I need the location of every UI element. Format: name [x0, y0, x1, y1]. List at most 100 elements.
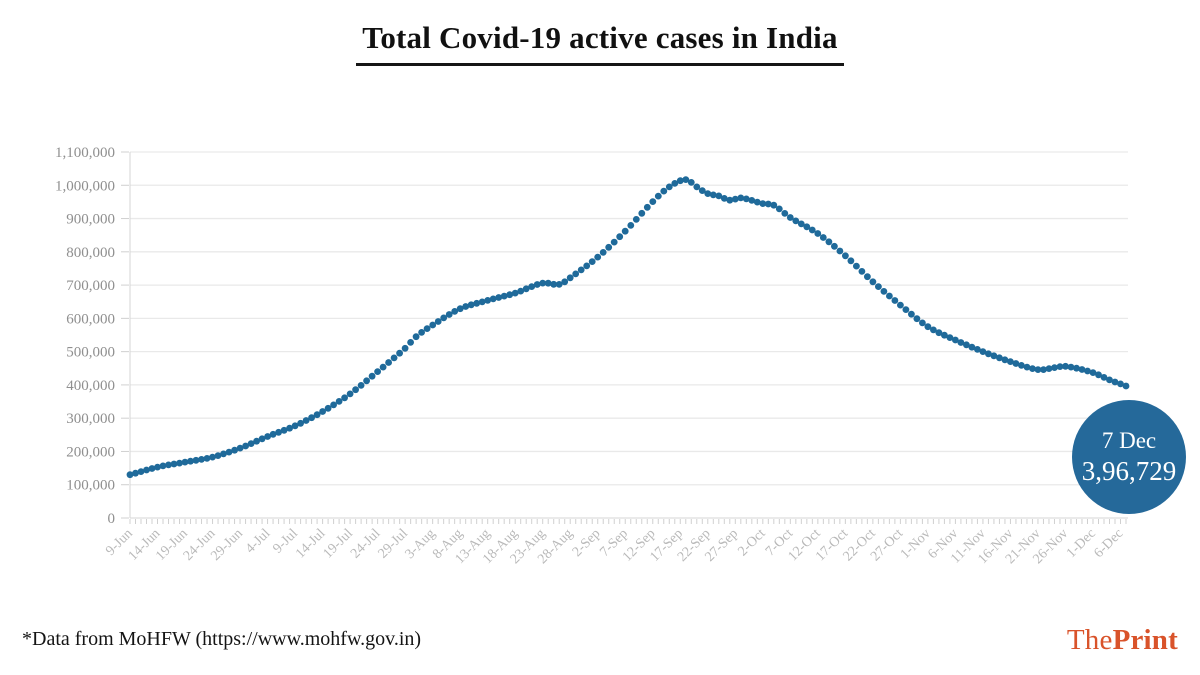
- data-point: [291, 422, 299, 430]
- data-point: [198, 456, 205, 463]
- data-point: [891, 297, 899, 304]
- data-point: [1029, 365, 1036, 372]
- data-points: [126, 176, 1130, 479]
- data-point: [737, 194, 745, 202]
- data-point: [610, 238, 618, 246]
- data-point: [555, 281, 563, 288]
- x-axis-label: 4-Jul: [243, 526, 273, 556]
- data-point: [176, 459, 183, 467]
- data-point: [231, 446, 239, 454]
- data-point: [671, 180, 679, 187]
- data-point: [566, 274, 574, 282]
- data-point: [726, 196, 734, 204]
- y-axis-label: 500,000: [66, 345, 115, 361]
- x-axis-label: 1-Dec: [1064, 526, 1099, 561]
- data-point: [192, 456, 200, 464]
- data-point: [979, 348, 987, 355]
- data-point: [990, 352, 998, 360]
- data-point: [368, 372, 376, 380]
- data-point: [1122, 382, 1130, 390]
- y-gridlines: [130, 151, 1128, 486]
- data-point: [1040, 366, 1047, 373]
- data-point: [1078, 366, 1086, 373]
- data-point: [594, 253, 602, 261]
- data-point: [880, 288, 888, 295]
- data-point: [396, 349, 403, 357]
- data-point: [858, 268, 866, 275]
- x-axis-label: 29-Jul: [376, 526, 411, 561]
- data-point: [886, 292, 893, 300]
- data-point: [1045, 365, 1053, 372]
- data-point: [456, 305, 464, 313]
- data-point: [649, 198, 657, 206]
- data-point: [346, 390, 354, 398]
- data-point: [803, 223, 811, 231]
- data-point: [836, 247, 844, 255]
- data-point: [1111, 378, 1119, 386]
- data-point: [643, 203, 651, 211]
- data-point: [775, 205, 783, 213]
- y-axis-labels: 0 100,000 200,000 300,000 400,000 500,000 600,…: [55, 145, 115, 527]
- data-point: [264, 433, 271, 440]
- y-axis-label: 1,100,000: [55, 145, 115, 161]
- chart-title: Total Covid-19 active cases in India: [356, 20, 844, 66]
- data-point: [478, 298, 486, 306]
- data-point: [869, 278, 877, 286]
- data-point: [792, 217, 800, 225]
- data-point: [324, 404, 332, 412]
- x-axis-label: 1-Nov: [898, 526, 934, 562]
- data-point: [731, 195, 739, 203]
- data-point: [203, 455, 211, 462]
- data-point: [875, 283, 882, 290]
- data-point: [313, 411, 321, 419]
- data-point: [897, 301, 904, 309]
- data-point: [764, 200, 772, 208]
- data-point: [864, 273, 871, 281]
- data-point: [143, 466, 150, 474]
- data-point: [930, 326, 937, 334]
- data-point: [165, 461, 172, 469]
- x-axis-ticks: [129, 519, 1127, 524]
- data-point: [968, 343, 976, 351]
- data-point: [434, 318, 442, 325]
- y-axis-label: 200,000: [66, 444, 115, 460]
- callout-bubble: 7 Dec 3,96,729: [1072, 400, 1186, 514]
- y-axis-label: 300,000: [66, 411, 115, 427]
- data-point: [770, 201, 778, 209]
- data-point: [495, 294, 503, 301]
- data-point: [1100, 374, 1108, 381]
- data-point: [528, 283, 536, 290]
- data-point: [957, 339, 965, 346]
- data-point: [445, 311, 453, 318]
- data-point: [1051, 364, 1058, 371]
- data-point: [308, 414, 315, 422]
- y-axis-ticks: [121, 151, 129, 519]
- data-point: [842, 252, 849, 260]
- data-point: [489, 295, 497, 303]
- data-point: [258, 435, 266, 443]
- data-point: [440, 314, 448, 322]
- data-point: [341, 394, 348, 402]
- x-axis-label: 2-Sep: [570, 526, 604, 560]
- callout-date: 7 Dec: [1102, 428, 1156, 453]
- data-point: [660, 187, 668, 195]
- data-point: [561, 278, 569, 286]
- data-point: [1012, 360, 1020, 367]
- data-point: [407, 339, 414, 346]
- data-point: [720, 195, 728, 202]
- data-point: [1089, 369, 1097, 376]
- data-point: [599, 249, 607, 256]
- data-point: [1084, 367, 1091, 375]
- data-point: [974, 346, 981, 353]
- data-point: [985, 350, 992, 358]
- data-point: [819, 234, 827, 241]
- data-point: [831, 242, 838, 250]
- data-point: [919, 319, 926, 327]
- x-axis-label: 14-Jul: [293, 526, 328, 561]
- data-point: [137, 468, 145, 475]
- data-point: [462, 303, 470, 310]
- data-point: [693, 183, 701, 191]
- data-point: [181, 458, 189, 466]
- data-point: [544, 279, 552, 287]
